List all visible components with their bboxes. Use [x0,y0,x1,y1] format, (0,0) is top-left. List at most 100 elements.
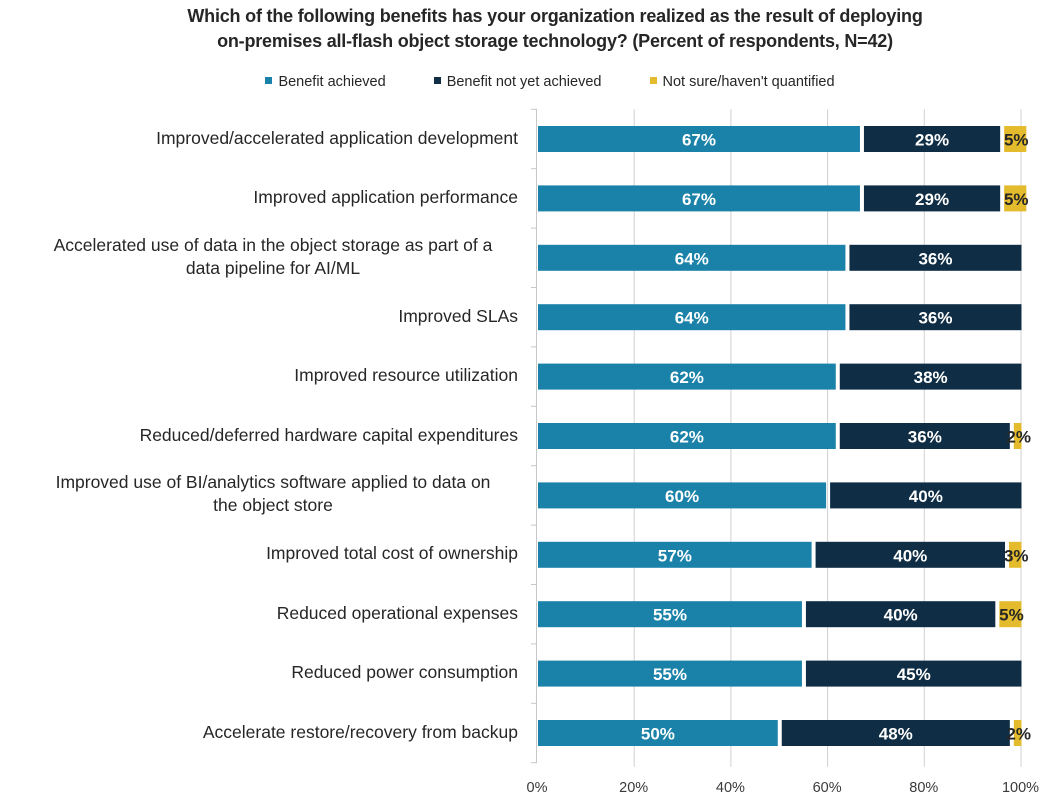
bar-segment-benefit-achieved [538,541,812,568]
bar-segment-not-sure-haven-t-quantified [1013,720,1022,746]
category-label: Improved SLAs [28,305,518,328]
bar-segment-benefit-achieved [538,720,778,746]
bar-segment-benefit-achieved [538,185,860,212]
x-tick-label: 40% [716,780,745,796]
data-label: 67% [682,131,716,150]
bar-segment-not-sure-haven-t-quantified [999,601,1022,628]
x-tick-label: 100% [1002,780,1039,796]
category-label-line: Improved application performance [253,186,518,207]
bar-segment-benefit-not-yet-achieved [781,720,1010,746]
data-label: 55% [653,606,687,625]
data-label: 62% [670,428,704,447]
data-label: 67% [682,190,716,209]
x-tick-label: 60% [813,780,842,796]
bar-segment-not-sure-haven-t-quantified [1013,423,1022,449]
bar-segment-benefit-not-yet-achieved [839,363,1022,390]
data-label: 38% [914,368,948,387]
category-label: Accelerate restore/recovery from backup [28,721,518,744]
bar-segment-benefit-achieved [538,660,802,687]
data-label: 2% [1006,725,1031,744]
bar-segment-benefit-not-yet-achieved [849,244,1022,271]
chart-title: Which of the following benefits has your… [0,4,1045,54]
bar-segment-benefit-achieved [538,363,836,390]
category-label-line: Reduced power consumption [291,662,518,683]
data-label: 36% [918,309,952,328]
legend-item-benefit-achieved: Benefit achieved [265,74,386,90]
category-label: Accelerated use of data in the object st… [28,234,518,280]
data-label: 36% [918,249,952,268]
data-label: 64% [675,309,709,328]
bar-segment-not-sure-haven-t-quantified [1004,185,1027,212]
category-label-line: Reduced operational expenses [276,602,518,623]
x-tick-label: 80% [909,780,938,796]
data-label: 40% [884,606,918,625]
data-label: 48% [879,725,913,744]
bar-segment-benefit-not-yet-achieved [815,541,1005,568]
category-label: Improved/accelerated application develop… [28,127,518,150]
legend-item-not-sure: Not sure/haven't quantified [649,74,835,90]
bar-segment-benefit-achieved [538,601,802,628]
data-label: 50% [641,725,675,744]
data-label: 29% [915,190,949,209]
bar-segment-benefit-achieved [538,126,860,152]
category-label-line: Improved/accelerated application develop… [156,127,518,148]
data-label: 60% [665,487,699,506]
legend-label: Benefit not yet achieved [446,74,602,90]
legend-label: Benefit achieved [278,74,386,90]
data-label: 3% [1004,546,1029,565]
category-label-line: Improved resource utilization [294,365,518,386]
data-label: 62% [670,368,704,387]
category-label: Improved use of BI/analytics software ap… [28,471,518,517]
data-label: 36% [908,428,942,447]
bar-segment-benefit-not-yet-achieved [805,660,1022,687]
category-label-line: Improved SLAs [398,305,518,326]
x-tick-label: 20% [619,780,648,796]
bar-segment-benefit-not-yet-achieved [839,423,1010,449]
category-label: Reduced operational expenses [28,602,518,625]
bar-segment-benefit-achieved [538,304,846,331]
data-label: 55% [653,665,687,684]
bar-segment-not-sure-haven-t-quantified [1004,126,1027,152]
category-label: Reduced power consumption [28,661,518,684]
category-label-line: Improved use of BI/analytics software ap… [55,472,491,493]
data-label: 29% [915,131,949,150]
category-label-line: the object store [213,495,333,516]
data-label: 5% [1004,190,1029,209]
data-label: 2% [1006,428,1031,447]
x-tick-label: 0% [527,780,548,796]
bar-segment-benefit-not-yet-achieved [805,601,996,628]
data-label: 40% [909,487,943,506]
legend-item-benefit-not-achieved: Benefit not yet achieved [433,74,602,90]
category-label-line: Accelerated use of data in the object st… [53,234,493,255]
chart-title-line-1: Which of the following benefits has your… [187,6,923,26]
category-label: Improved total cost of ownership [28,542,518,565]
bar-segment-benefit-achieved [538,423,836,449]
legend-swatch-not-sure [649,77,657,84]
data-label: 5% [1004,131,1029,150]
bar-segment-benefit-not-yet-achieved [830,482,1022,509]
category-label: Reduced/deferred hardware capital expend… [28,424,518,447]
legend-swatch-benefit-not-achieved [433,77,441,84]
category-label: Improved resource utilization [28,364,518,387]
data-label: 5% [999,606,1024,625]
legend-swatch-benefit-achieved [265,77,273,84]
data-label: 40% [893,546,927,565]
category-label-line: Accelerate restore/recovery from backup [202,721,518,742]
legend: Benefit achieved Benefit not yet achieve… [0,74,1045,90]
bar-segment-benefit-not-yet-achieved [849,304,1022,331]
bar-segment-benefit-not-yet-achieved [863,126,1001,152]
category-label: Improved application performance [28,186,518,209]
data-label: 64% [675,249,709,268]
chart-title-line-2: on-premises all-flash object storage tec… [217,31,893,51]
category-label-line: Reduced/deferred hardware capital expend… [139,424,518,445]
legend-label: Not sure/haven't quantified [662,74,835,90]
data-label: 57% [658,546,692,565]
category-label-line: data pipeline for AI/ML [185,257,361,278]
bar-segment-not-sure-haven-t-quantified [1008,541,1022,568]
data-label: 45% [897,665,931,684]
bar-segment-benefit-achieved [538,244,846,271]
bar-segment-benefit-achieved [538,482,827,509]
bar-segment-benefit-not-yet-achieved [863,185,1001,212]
category-label-line: Improved total cost of ownership [266,543,518,564]
